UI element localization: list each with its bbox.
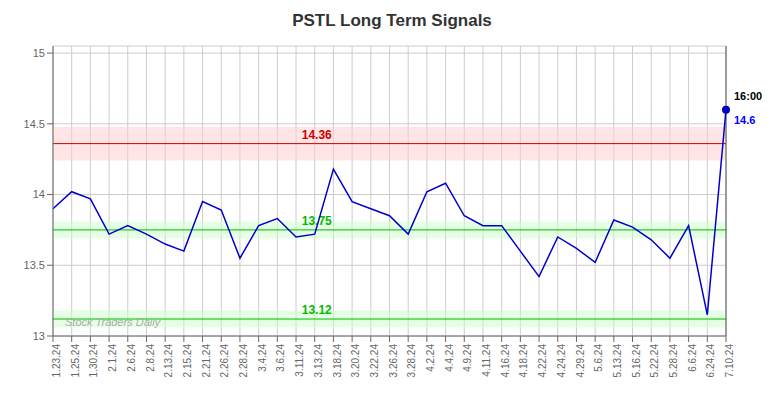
svg-text:4.22.24: 4.22.24 xyxy=(537,344,548,378)
svg-text:14.5: 14.5 xyxy=(24,118,45,130)
svg-text:2.15.24: 2.15.24 xyxy=(182,344,193,378)
html-text:PSTL Long Term Signals: PSTL Long Term Signals xyxy=(292,11,492,30)
svg-text:3.18.24: 3.18.24 xyxy=(332,344,343,378)
svg-text:3.6.24: 3.6.24 xyxy=(275,344,286,372)
svg-text:1.30.24: 1.30.24 xyxy=(88,344,99,378)
svg-text:5.13.24: 5.13.24 xyxy=(612,344,623,378)
svg-text:13.12: 13.12 xyxy=(302,303,332,317)
svg-text:4.2.24: 4.2.24 xyxy=(425,344,436,372)
svg-text:4.29.24: 4.29.24 xyxy=(575,344,586,378)
svg-text:3.20.24: 3.20.24 xyxy=(350,344,361,378)
svg-text:6.6.24: 6.6.24 xyxy=(687,344,698,372)
svg-text:2.26.24: 2.26.24 xyxy=(219,344,230,378)
svg-text:2.13.24: 2.13.24 xyxy=(163,344,174,378)
svg-text:5.16.24: 5.16.24 xyxy=(631,344,642,378)
svg-text:3.28.24: 3.28.24 xyxy=(406,344,417,378)
svg-text:4.11.24: 4.11.24 xyxy=(481,344,492,377)
svg-text:4.9.24: 4.9.24 xyxy=(462,344,473,372)
svg-text:7.10.24: 7.10.24 xyxy=(724,344,735,378)
svg-text:3.13.24: 3.13.24 xyxy=(313,344,324,378)
svg-text:2.6.24: 2.6.24 xyxy=(126,344,137,372)
svg-text:3.4.24: 3.4.24 xyxy=(257,344,268,372)
svg-text:16:00: 16:00 xyxy=(734,90,762,102)
svg-text:13.75: 13.75 xyxy=(301,213,332,228)
svg-text:3.22.24: 3.22.24 xyxy=(369,344,380,378)
svg-text:5.28.24: 5.28.24 xyxy=(668,344,679,378)
svg-text:3.26.24: 3.26.24 xyxy=(388,344,399,378)
svg-text:5.6.24: 5.6.24 xyxy=(593,344,604,372)
svg-text:14.6: 14.6 xyxy=(734,114,755,126)
svg-text:2.8.24: 2.8.24 xyxy=(145,344,156,372)
svg-text:3.11.24: 3.11.24 xyxy=(294,344,305,377)
svg-text:13.5: 13.5 xyxy=(24,259,45,271)
svg-text:Stock Traders Daily: Stock Traders Daily xyxy=(65,316,162,328)
svg-text:2.1.24: 2.1.24 xyxy=(107,344,118,372)
svg-text:4.18.24: 4.18.24 xyxy=(518,344,529,378)
svg-text:4.24.24: 4.24.24 xyxy=(556,344,567,378)
svg-text:14: 14 xyxy=(33,188,45,200)
svg-text:5.22.24: 5.22.24 xyxy=(649,344,660,378)
svg-text:4.16.24: 4.16.24 xyxy=(500,344,511,378)
svg-text:15: 15 xyxy=(33,47,45,59)
svg-text:13: 13 xyxy=(33,330,45,342)
svg-text:1.23.24: 1.23.24 xyxy=(51,344,62,378)
svg-text:2.21.24: 2.21.24 xyxy=(201,344,212,378)
svg-text:1.25.24: 1.25.24 xyxy=(70,344,81,378)
svg-text:2.28.24: 2.28.24 xyxy=(238,344,249,378)
svg-text:6.24.24: 6.24.24 xyxy=(705,344,716,378)
svg-text:14.36: 14.36 xyxy=(302,128,332,142)
svg-text:4.4.24: 4.4.24 xyxy=(444,344,455,372)
